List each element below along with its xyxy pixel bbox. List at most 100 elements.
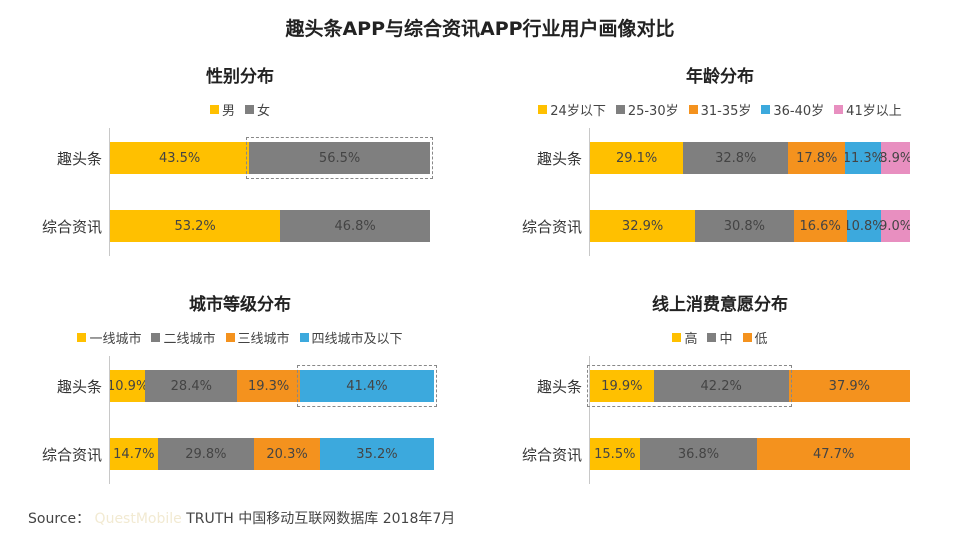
- chart-title-spend: 线上消费意愿分布: [652, 295, 788, 315]
- category-label: 趣头条: [536, 150, 582, 168]
- category-label: 趣头条: [56, 150, 102, 168]
- bar-segment: 43.5%: [110, 142, 250, 174]
- legend-city: 一线城市 二线城市 三线城市 四线城市及以下: [0, 328, 480, 347]
- legend-item: 一线城市: [77, 328, 141, 347]
- highlight-box: [246, 137, 433, 179]
- category-axis: [589, 356, 590, 484]
- chart-title-age: 年龄分布: [686, 67, 754, 87]
- legend-swatch: [672, 333, 682, 342]
- stacked-bar: 43.5% 56.5%: [110, 142, 430, 174]
- stacked-bar: 19.9% 42.2% 37.9%: [590, 370, 910, 402]
- category-axis: [589, 128, 590, 256]
- legend-swatch: [615, 105, 625, 114]
- legend-swatch: [151, 333, 161, 342]
- legend-swatch: [742, 333, 752, 342]
- bar-segment: 47.7%: [757, 438, 910, 470]
- bar-segment: 56.5%: [249, 142, 430, 174]
- category-axis: [109, 128, 110, 256]
- legend-label: 男: [221, 104, 235, 119]
- bar-segment: 32.8%: [683, 142, 789, 174]
- stacked-bar: 29.1%32.8%17.8%11.3%8.9%: [590, 142, 910, 174]
- legend-item: 男: [209, 100, 235, 119]
- bar-segment: 46.8%: [280, 210, 430, 242]
- legend-label: 高: [684, 332, 698, 347]
- legend-label: 四线城市及以下: [311, 332, 403, 347]
- legend-swatch: [707, 333, 717, 342]
- legend-item: 高: [672, 328, 697, 347]
- legend-label: 二线城市: [163, 332, 216, 347]
- bar-segment: 53.2%: [110, 210, 281, 242]
- legend-item: 女: [245, 100, 270, 119]
- bar-segment: 10.9%: [110, 370, 146, 402]
- source-suffix: TRUTH 中国移动互联网数据库 2018年7月: [186, 511, 456, 527]
- bar-segment: 8.9%: [881, 142, 910, 174]
- bar-segment: 29.1%: [590, 142, 684, 174]
- legend-swatch: [834, 105, 844, 114]
- category-label: 趣头条: [56, 378, 102, 396]
- legend-label: 低: [754, 332, 768, 347]
- bar-segment: 16.6%: [793, 210, 847, 242]
- category-label: 综合资讯: [41, 446, 102, 464]
- bar-segment: 28.4%: [145, 370, 238, 402]
- category-label: 综合资讯: [41, 218, 102, 236]
- legend-item: 36-40岁: [761, 100, 824, 119]
- bar-segment: 19.3%: [237, 370, 300, 402]
- bar-segment: 20.3%: [254, 438, 320, 470]
- bar-segment: 11.3%: [845, 142, 882, 174]
- legend-item: 41岁以上: [834, 100, 902, 119]
- source-prefix: Source：: [28, 511, 91, 527]
- stacked-bar: 32.9%30.8%16.6%10.8%9.0%: [590, 210, 910, 242]
- legend-swatch: [225, 333, 235, 342]
- stacked-bar: 53.2% 46.8%: [110, 210, 430, 242]
- bar-segment: 14.7%: [110, 438, 158, 470]
- highlight-box: [587, 365, 792, 407]
- legend-swatch: [77, 333, 87, 342]
- chart-title-gender: 性别分布: [206, 67, 274, 87]
- legend-label: 女: [257, 104, 271, 119]
- legend-spend: 高中低: [480, 328, 960, 347]
- legend-label: 中: [719, 332, 733, 347]
- legend-label: 三线城市: [237, 332, 290, 347]
- legend-item: 24岁以下: [538, 100, 606, 119]
- legend-swatch: [761, 105, 771, 114]
- category-label: 综合资讯: [521, 446, 582, 464]
- bar-segment: 41.4%: [299, 370, 434, 402]
- legend-item: 二线城市: [151, 328, 216, 347]
- bar-segment: 37.9%: [788, 370, 910, 402]
- bar-segment: 30.8%: [695, 210, 794, 242]
- legend-label: 31-35岁: [700, 104, 752, 119]
- legend-item: 25-30岁: [615, 100, 679, 119]
- category-label: 综合资讯: [521, 218, 582, 236]
- stacked-bar: 10.9%28.4%19.3%41.4%: [110, 370, 434, 402]
- bar-segment: 36.8%: [639, 438, 758, 470]
- legend-swatch: [245, 105, 254, 114]
- highlight-box: [296, 365, 437, 407]
- source-watermark: QuestMobile: [94, 511, 182, 527]
- bar-segment: 15.5%: [590, 438, 640, 470]
- legend-item: 四线城市及以下: [299, 328, 403, 347]
- category-axis: [109, 356, 110, 484]
- legend-swatch: [209, 105, 219, 114]
- chart-panel-age: 年龄分布 24岁以下 25-30岁 31-35岁 36-40岁 41岁以上趣头条 29.1%…: [480, 62, 960, 302]
- bar-segment: 10.8%: [846, 210, 882, 242]
- legend-item: 31-35岁: [688, 100, 752, 119]
- legend-label: 一线城市: [89, 332, 142, 347]
- legend-swatch: [299, 333, 309, 342]
- bar-segment: 35.2%: [319, 438, 434, 470]
- bar-segment: 19.9%: [590, 370, 654, 402]
- chart-title-city: 城市等级分布: [189, 295, 291, 315]
- source-note: Source： QuestMobile TRUTH 中国移动互联网数据库 201…: [28, 508, 455, 528]
- legend-age: 24岁以下 25-30岁 31-35岁 36-40岁 41岁以上: [480, 100, 960, 119]
- chart-panel-gender: 性别分布男 女趣头条 43.5% 56.5% 综合资讯 53.2% 46.8%: [0, 62, 480, 302]
- legend-label: 24岁以下: [550, 104, 606, 119]
- legend-item: 中: [707, 328, 733, 347]
- bar-segment: 32.9%: [590, 210, 696, 242]
- stacked-bar: 14.7% 29.8% 20.3% 35.2%: [110, 438, 434, 470]
- bar-segment: 17.8%: [788, 142, 846, 174]
- stacked-bar: 15.5% 36.8% 47.7%: [590, 438, 910, 470]
- legend-item: 三线城市: [225, 328, 290, 347]
- bar-segment: 42.2%: [653, 370, 789, 402]
- legend-label: 41岁以上: [846, 104, 902, 119]
- bar-segment: 29.8%: [157, 438, 255, 470]
